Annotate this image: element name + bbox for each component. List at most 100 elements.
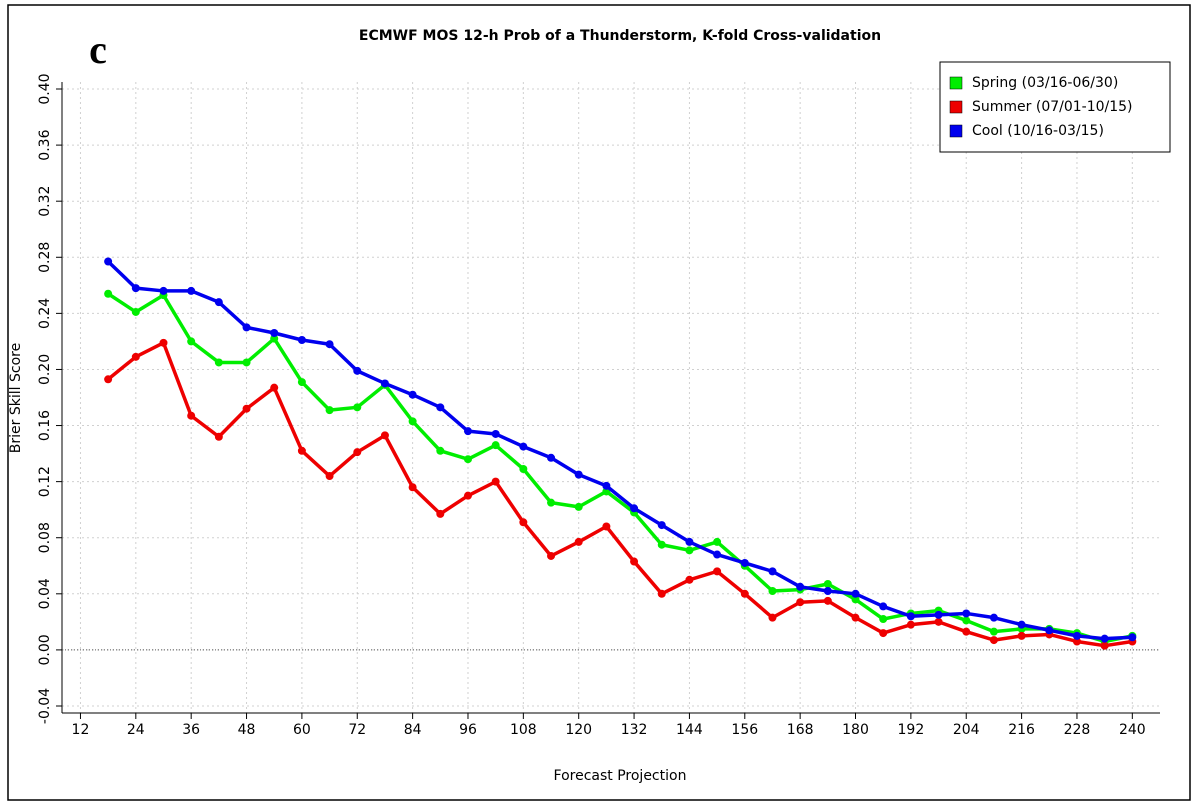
y-tick-label: 0.08 [37,522,53,553]
data-point [270,383,279,392]
x-axis-label: Forecast Projection [554,768,687,784]
data-point [1100,634,1109,643]
y-tick-label: 0.16 [37,410,53,441]
data-point [380,431,389,440]
data-point [547,498,556,507]
legend-label: Summer (07/01-10/15) [972,99,1133,115]
x-tick-label: 132 [621,722,648,738]
data-point [630,557,639,566]
data-point [325,406,334,415]
data-point [906,612,915,621]
data-point [159,286,168,295]
x-tick-label: 156 [731,722,758,738]
y-tick-label: 0.24 [37,298,53,329]
legend-label: Spring (03/16-06/30) [972,75,1118,91]
data-point [353,366,362,375]
data-point [325,340,334,349]
data-point [823,596,832,605]
data-point [657,589,666,598]
data-point [1017,620,1026,629]
data-point [408,417,417,426]
y-tick-label: 0.12 [37,466,53,497]
data-point [463,455,472,464]
data-point [879,629,888,638]
y-tick-label: 0.00 [37,634,53,665]
data-point [242,323,251,332]
y-axis-label: Brier Skill Score [8,343,24,453]
data-point [713,567,722,576]
panel-label: c [89,27,107,72]
x-tick-label: 84 [404,722,422,738]
frame [7,4,1191,801]
data-point [436,403,445,412]
y-tick-label: -0.04 [37,688,53,724]
data-point [851,589,860,598]
x-tick-label: 36 [182,722,200,738]
series-line [106,260,1133,641]
data-point [547,453,556,462]
legend-swatch [949,124,963,138]
data-point [685,537,694,546]
data-point [1017,631,1026,640]
y-tick-label: 0.28 [37,242,53,273]
data-point [851,613,860,622]
data-point [685,546,694,555]
data-point [519,442,528,451]
data-point [297,336,306,345]
data-point [408,390,417,399]
data-point [270,334,279,343]
y-tick-label: 0.20 [37,354,53,385]
data-point [242,358,251,367]
data-point [879,602,888,611]
x-tick-label: 192 [898,722,925,738]
data-point [187,337,196,346]
data-point [574,470,583,479]
x-tick-label: 96 [459,722,477,738]
x-tick-label: 228 [1064,722,1091,738]
data-point [713,537,722,546]
data-point [131,307,140,316]
data-point [989,613,998,622]
data-point [879,615,888,624]
data-point [934,610,943,619]
data-point [214,298,223,307]
x-tick-label: 240 [1119,722,1146,738]
series-line [107,292,1133,644]
data-point [214,432,223,441]
data-point [602,481,611,490]
x-tick-label: 48 [238,722,256,738]
data-point [131,352,140,361]
x-tick-label: 168 [787,722,814,738]
data-point [962,609,971,618]
data-point [1128,633,1137,642]
data-point [574,502,583,511]
data-point [630,504,639,513]
x-tick-label: 12 [72,722,90,738]
x-tick-label: 60 [293,722,311,738]
legend-label: Cool (10/16-03/15) [972,123,1104,139]
data-point [823,579,832,588]
data-point [131,284,140,293]
data-point [796,598,805,607]
data-point [519,465,528,474]
data-point [187,411,196,420]
data-point [685,575,694,584]
data-point [657,521,666,530]
data-point [491,441,500,450]
data-point [574,537,583,546]
chart-title: ECMWF MOS 12-h Prob of a Thunderstorm, K… [359,28,881,44]
data-point [297,378,306,387]
x-tick-label: 144 [676,722,703,738]
data-point [657,540,666,549]
data-point [906,620,915,629]
data-point [989,636,998,645]
data-point [1072,631,1081,640]
data-point [436,446,445,455]
x-tick-label: 120 [565,722,592,738]
data-point [796,582,805,591]
data-point [380,379,389,388]
data-point [602,522,611,531]
data-point [463,427,472,436]
data-point [768,587,777,596]
